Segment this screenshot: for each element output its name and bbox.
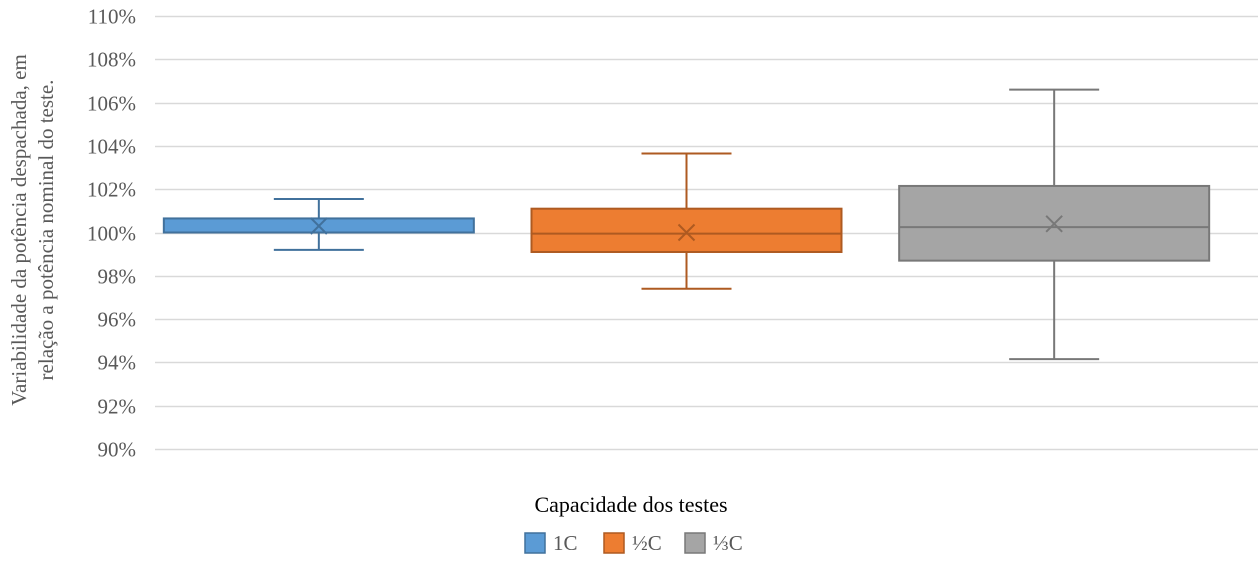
legend-label: ⅓C [713,531,743,555]
y-tick-label: 94% [98,351,137,375]
mean-marker [677,223,696,242]
y-axis-ticks: 90% 92% 94% 96% 98% 100% 102% 104% 106% 108% 110% [87,5,136,462]
legend-swatch [524,532,546,554]
box-iqr [530,207,843,253]
y-tick-label: 98% [98,265,137,289]
box-3 [898,88,1211,361]
y-tick-label: 100% [87,222,136,246]
box-2 [530,152,843,290]
legend-item: 1C [524,531,578,555]
legend-swatch [684,532,706,554]
y-axis-label-line1: Variabilidade da potência despachada, em [7,54,31,406]
legend-swatch [603,532,625,554]
box-1 [162,197,475,251]
y-tick-label: 108% [87,48,136,72]
y-tick-label: 104% [87,135,136,159]
mean-marker [310,217,328,235]
y-tick-label: 92% [98,395,137,419]
box-series [162,88,1211,361]
y-tick-label: 90% [98,438,137,462]
y-axis-label: Variabilidade da potência despachada, em… [7,54,58,406]
y-axis-label-line2: relação a potência nominal do teste. [34,80,58,381]
y-tick-label: 102% [87,178,136,202]
x-axis-label: Capacidade dos testes [534,492,727,517]
y-tick-label: 96% [98,308,137,332]
y-tick-label: 106% [87,92,136,116]
mean-marker [1045,215,1063,233]
legend-item: ½C [603,531,662,555]
legend-label: 1C [553,531,578,555]
legend-label: ½C [632,531,662,555]
y-tick-label: 110% [88,5,136,29]
legend-item: ⅓C [684,531,743,555]
legend: 1C ½C ⅓C [524,531,743,555]
